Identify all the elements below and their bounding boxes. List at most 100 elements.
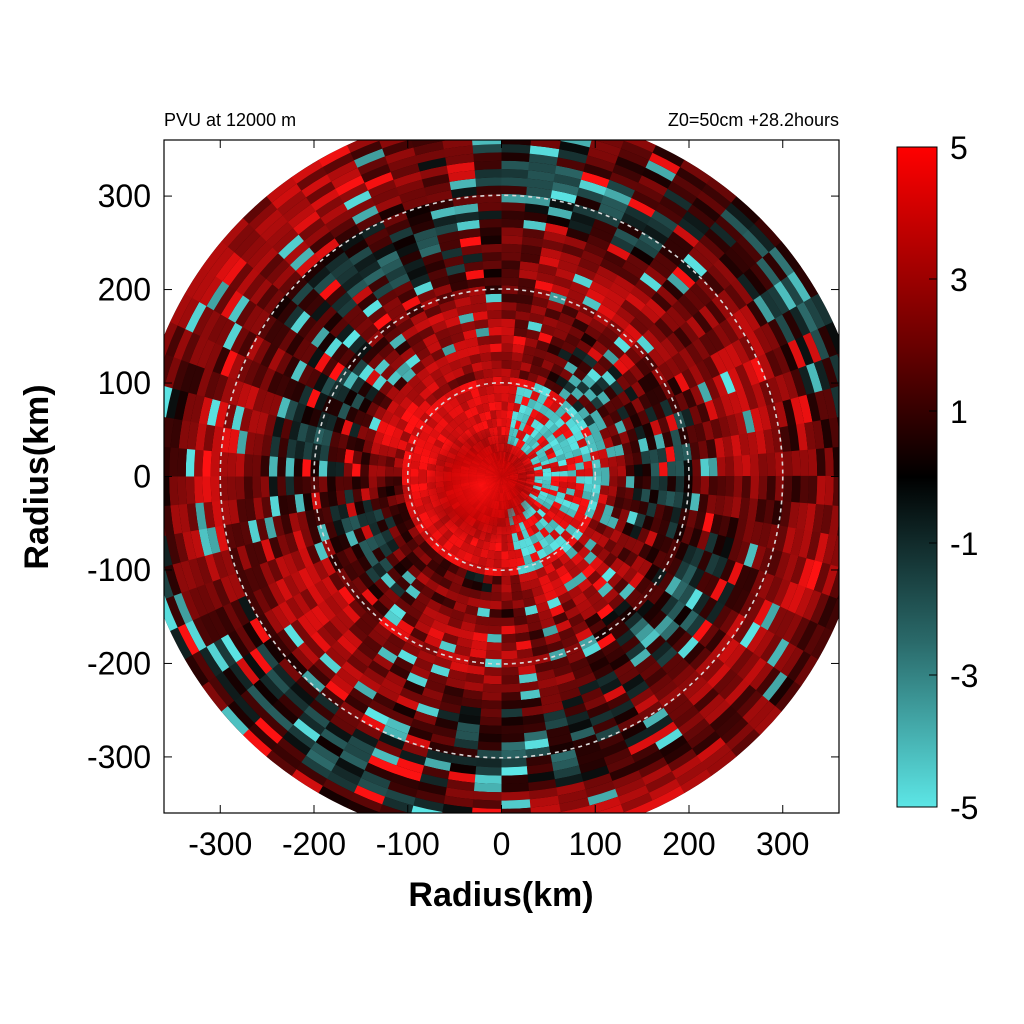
pvu-cell <box>655 728 684 750</box>
pvu-cell <box>518 572 530 583</box>
pvu-cell <box>430 591 446 605</box>
pvu-cell <box>577 578 593 593</box>
pvu-cell <box>701 743 732 770</box>
pvu-cell <box>789 616 811 647</box>
pvu-cell <box>584 325 602 341</box>
pvu-cell <box>478 344 491 354</box>
pvu-cell <box>782 450 793 477</box>
pvu-cell <box>164 386 173 419</box>
pvu-cell <box>536 508 547 518</box>
pvu-cell <box>746 431 759 455</box>
pvu-cell <box>629 245 655 266</box>
pvu-cell <box>329 317 349 338</box>
pvu-cell <box>772 578 791 607</box>
pvu-cell <box>534 421 545 432</box>
pvu-cell <box>500 185 527 196</box>
pvu-cell <box>374 195 403 214</box>
pvu-cell <box>568 613 585 628</box>
pvu-cell <box>534 520 545 531</box>
pvu-cell <box>378 496 390 510</box>
pvu-cell <box>202 450 212 478</box>
pvu-cell <box>790 367 807 397</box>
pvu-cell <box>453 601 468 614</box>
pvu-cell <box>796 301 818 333</box>
pvu-cell <box>597 493 608 505</box>
pvu-cell <box>164 476 171 507</box>
pvu-cell <box>530 455 540 463</box>
pvu-cell <box>726 613 747 639</box>
pvu-cell <box>677 217 705 241</box>
pvu-cell <box>221 706 250 736</box>
pvu-cell <box>610 312 630 331</box>
pvu-cell <box>514 623 530 634</box>
pvu-cell <box>396 522 409 535</box>
pvu-cell <box>501 600 514 610</box>
pvu-cell <box>445 351 459 364</box>
pvu-cell <box>681 563 698 585</box>
pvu-cell <box>552 173 582 188</box>
pvu-cell <box>712 374 728 397</box>
pvu-cell <box>518 421 527 432</box>
pvu-cell <box>293 458 303 477</box>
pvu-cell <box>611 163 642 183</box>
pvu-cell <box>280 514 293 536</box>
pvu-cell <box>492 575 502 585</box>
pvu-cell <box>260 343 279 369</box>
pvu-cell <box>516 294 534 305</box>
pvu-cell <box>332 519 346 537</box>
pvu-cell <box>417 781 448 796</box>
reference-circle <box>313 288 690 665</box>
pvu-cell <box>210 451 221 478</box>
pvu-cell <box>581 295 602 311</box>
pvu-cell <box>410 599 427 614</box>
pvu-cell <box>406 672 429 688</box>
pvu-cell <box>742 409 756 434</box>
pvu-cell <box>458 585 472 597</box>
pvu-cell <box>403 679 426 696</box>
pvu-cell <box>573 454 584 464</box>
pvu-cell <box>335 757 366 779</box>
pvu-cell <box>534 661 554 673</box>
pvu-cell <box>528 153 558 166</box>
pvu-cell <box>351 648 374 668</box>
pvu-cell <box>602 413 615 428</box>
pvu-cell <box>587 590 604 606</box>
pvu-cell <box>343 742 373 763</box>
pvu-cell <box>612 358 629 376</box>
pvu-cell <box>748 700 776 730</box>
pvu-cell <box>561 694 585 710</box>
pvu-cell <box>276 396 291 419</box>
pvu-cell <box>240 690 267 718</box>
pvu-cell <box>368 416 382 432</box>
pvu-cell <box>267 371 284 395</box>
pvu-cell <box>516 412 525 422</box>
pvu-cell <box>246 241 273 269</box>
pvu-cell <box>481 420 489 430</box>
pvu-cell <box>652 549 668 568</box>
pvu-cell <box>399 687 423 704</box>
pvu-cell <box>371 336 390 354</box>
pvu-cell <box>424 757 452 772</box>
pvu-cell <box>174 532 189 564</box>
pvu-cell <box>246 684 273 713</box>
pvu-cell <box>657 361 675 381</box>
pvu-cell <box>583 414 596 427</box>
pvu-cell <box>532 112 565 124</box>
pvu-cell <box>421 374 435 388</box>
pvu-cell <box>602 436 614 449</box>
x-tick-label: -200 <box>282 826 346 862</box>
pvu-cell <box>637 559 653 577</box>
pvu-cell <box>242 729 273 758</box>
pvu-cell <box>453 404 465 416</box>
pvu-cell <box>481 582 493 593</box>
pvu-cell <box>636 409 650 426</box>
pvu-cell <box>570 552 584 566</box>
pvu-cell <box>554 140 561 141</box>
pvu-cell <box>297 364 315 386</box>
pvu-cell <box>509 566 520 576</box>
pvu-cell <box>546 370 560 383</box>
pvu-cell <box>821 356 839 389</box>
pvu-cell <box>602 250 627 268</box>
pvu-cell <box>508 550 517 560</box>
pvu-cell <box>665 413 679 432</box>
